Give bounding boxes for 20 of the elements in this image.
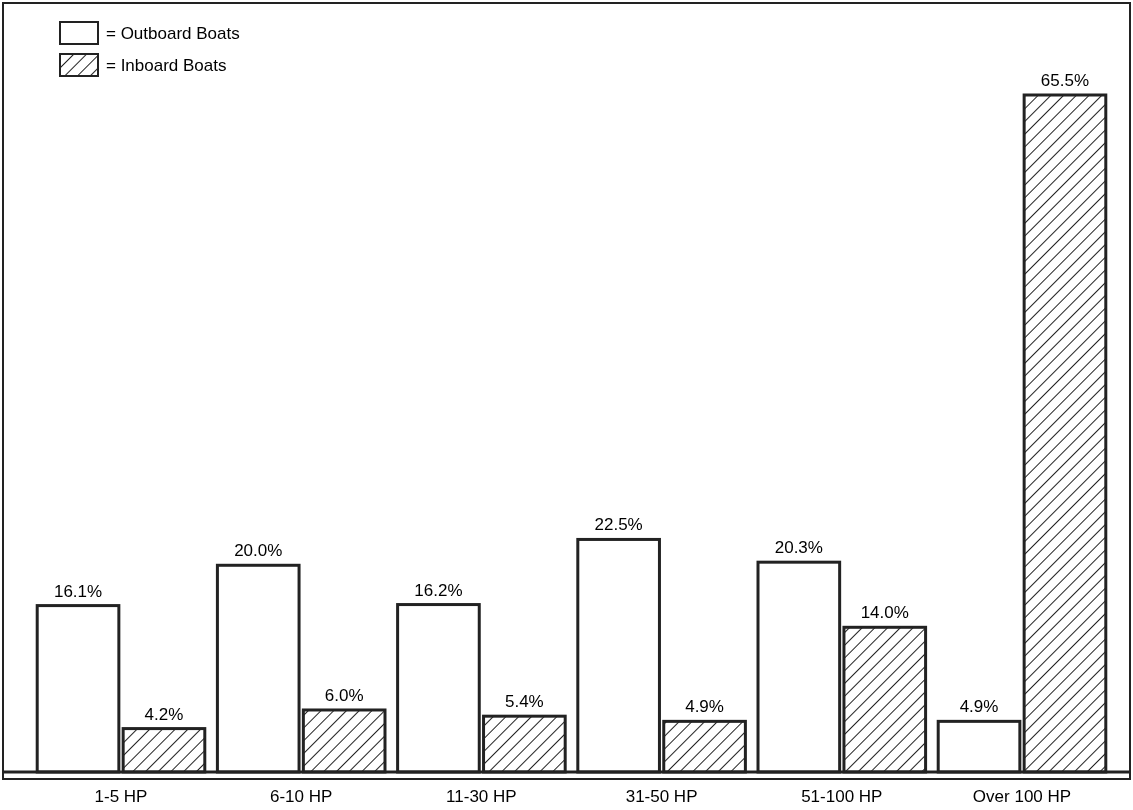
legend-label: = Outboard Boats <box>106 24 240 43</box>
x-tick-label: 31-50 HP <box>625 787 698 806</box>
data-label: 4.9% <box>685 697 724 717</box>
data-label: 4.9% <box>959 697 999 717</box>
data-label: 16.2% <box>414 580 463 600</box>
x-tick-label: 11-30 HP <box>446 787 517 806</box>
data-label: 6.0% <box>324 685 364 705</box>
data-label: 16.1% <box>53 581 103 601</box>
x-tick-label: 51-100 HP <box>801 787 883 806</box>
data-label: 20.0% <box>234 541 283 561</box>
data-label: 65.5% <box>1040 71 1090 90</box>
x-tick-label: 1-5 HP <box>94 787 148 806</box>
x-tick-label: 6-10 HP <box>270 787 333 806</box>
data-label: 22.5% <box>594 515 643 535</box>
data-label: 20.3% <box>774 538 823 558</box>
data-label: 14.0% <box>860 603 909 623</box>
data-label: 5.4% <box>505 692 544 712</box>
x-tick-label: Over 100 HP <box>972 787 1072 806</box>
data-label: 4.2% <box>144 704 184 724</box>
legend-label: = Inboard Boats <box>106 56 227 75</box>
